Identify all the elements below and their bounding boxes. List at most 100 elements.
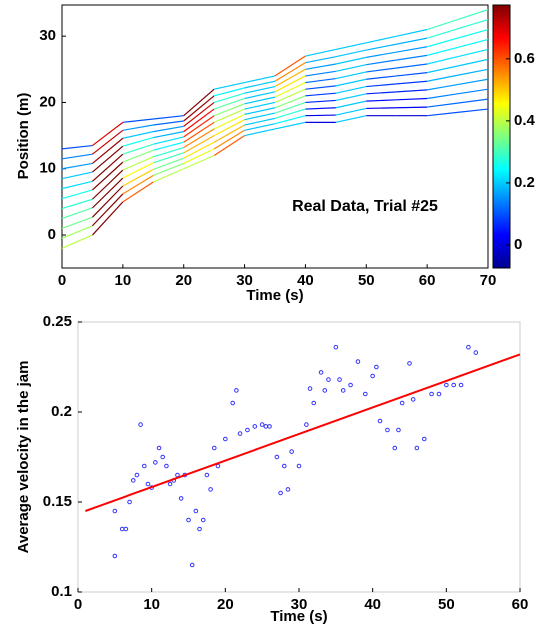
trajectory-segment	[457, 58, 489, 67]
x-tick-label: 40	[297, 272, 314, 289]
trajectory-segment	[396, 80, 428, 85]
trajectory-segment	[122, 143, 154, 155]
point	[193, 508, 199, 514]
x-tick-label: 60	[512, 596, 529, 613]
point	[160, 454, 166, 460]
trajectory-segment	[92, 153, 124, 182]
x-tick-label: 0	[74, 596, 82, 613]
trajectory-segment	[153, 157, 184, 170]
point	[153, 460, 158, 465]
trajectory-segment	[335, 115, 367, 123]
trajectory-segment	[183, 148, 215, 164]
point	[145, 481, 151, 487]
point	[186, 517, 191, 523]
point	[285, 487, 291, 492]
trajectory-segment	[335, 100, 367, 109]
y-tick-label: 0.2	[51, 403, 72, 420]
trajectory-segment	[244, 80, 276, 89]
trajectory-segment	[213, 87, 245, 97]
trajectory-segment	[274, 68, 306, 88]
point	[355, 359, 361, 364]
point	[278, 490, 283, 496]
trajectory-segment	[213, 119, 245, 137]
trajectory-segment	[366, 51, 397, 58]
colorbar-tick-label: 0	[514, 236, 522, 253]
point	[322, 388, 328, 393]
point	[436, 391, 442, 397]
point	[307, 386, 313, 391]
trajectory-segment	[305, 99, 336, 104]
point	[451, 382, 457, 388]
point	[410, 397, 416, 402]
trajectory-segment	[122, 124, 154, 131]
trajectory-segment	[427, 83, 458, 91]
point	[167, 481, 173, 487]
trajectory-segment	[213, 103, 245, 117]
trajectory-segment	[427, 56, 458, 65]
trajectory-segment	[366, 83, 397, 88]
trajectory-segment	[274, 115, 306, 125]
point	[289, 449, 294, 454]
trajectory-segment	[457, 68, 489, 76]
trajectory-segment	[213, 97, 245, 110]
trajectory-segment	[92, 121, 124, 147]
point	[348, 382, 353, 388]
x-tick-label: 50	[438, 596, 455, 613]
trajectory-segment	[305, 48, 336, 57]
point	[363, 391, 368, 397]
trajectory-segment	[244, 123, 276, 131]
point	[252, 424, 258, 429]
trajectory-segment	[153, 162, 184, 176]
point	[112, 553, 118, 559]
y-tick-label: 0.15	[43, 493, 72, 510]
trajectory-segment	[213, 108, 245, 123]
trajectory-segment	[244, 85, 276, 94]
trajectory-segment	[213, 135, 245, 156]
fit-line	[85, 353, 521, 512]
trajectory-segment	[335, 85, 367, 94]
point	[123, 526, 129, 532]
y-tick-label: 20	[39, 93, 56, 110]
axes-top	[61, 4, 489, 269]
trajectory-segment	[183, 135, 215, 154]
trajectory-segment	[244, 107, 276, 115]
trajectory-segment	[153, 168, 184, 183]
x-tick-label: 0	[58, 272, 66, 289]
x-axis-label: Time (s)	[246, 287, 303, 304]
trajectory-segment	[61, 216, 93, 229]
trajectory-segment	[396, 46, 428, 53]
point	[407, 361, 412, 366]
trajectory-segment	[274, 55, 306, 77]
axes-bottom	[77, 321, 521, 593]
trajectory-segment	[396, 89, 428, 93]
point	[237, 431, 243, 436]
trajectory-segment	[214, 81, 245, 90]
trajectory-segment	[396, 63, 428, 69]
trajectory-segment	[274, 82, 306, 98]
trajectory-segment	[61, 189, 93, 200]
trajectory-segment	[396, 106, 428, 109]
point	[458, 382, 464, 388]
point	[473, 350, 479, 355]
trajectory-segment	[122, 137, 154, 147]
point	[429, 391, 434, 397]
trajectory-segment	[153, 115, 184, 120]
trajectory-segment	[244, 112, 276, 121]
trajectory-segment	[61, 144, 93, 150]
trajectory-segment	[335, 49, 367, 58]
trajectory-segment	[244, 128, 276, 137]
trajectory-segment	[92, 161, 124, 191]
point	[333, 344, 339, 350]
colorbar-tick-label: 0.6	[514, 50, 535, 67]
colorbar-tick-label: 0.2	[514, 174, 535, 191]
trajectory-segment	[92, 169, 124, 200]
trajectory-segment	[92, 129, 124, 155]
trajectory-segment	[153, 152, 184, 164]
trajectory-segment	[305, 114, 336, 117]
trajectory-segment	[427, 93, 458, 100]
trajectory-segment	[61, 153, 93, 160]
trajectory-segment	[183, 95, 215, 122]
x-tick-label: 10	[115, 272, 132, 289]
trajectory-segment	[61, 198, 93, 210]
